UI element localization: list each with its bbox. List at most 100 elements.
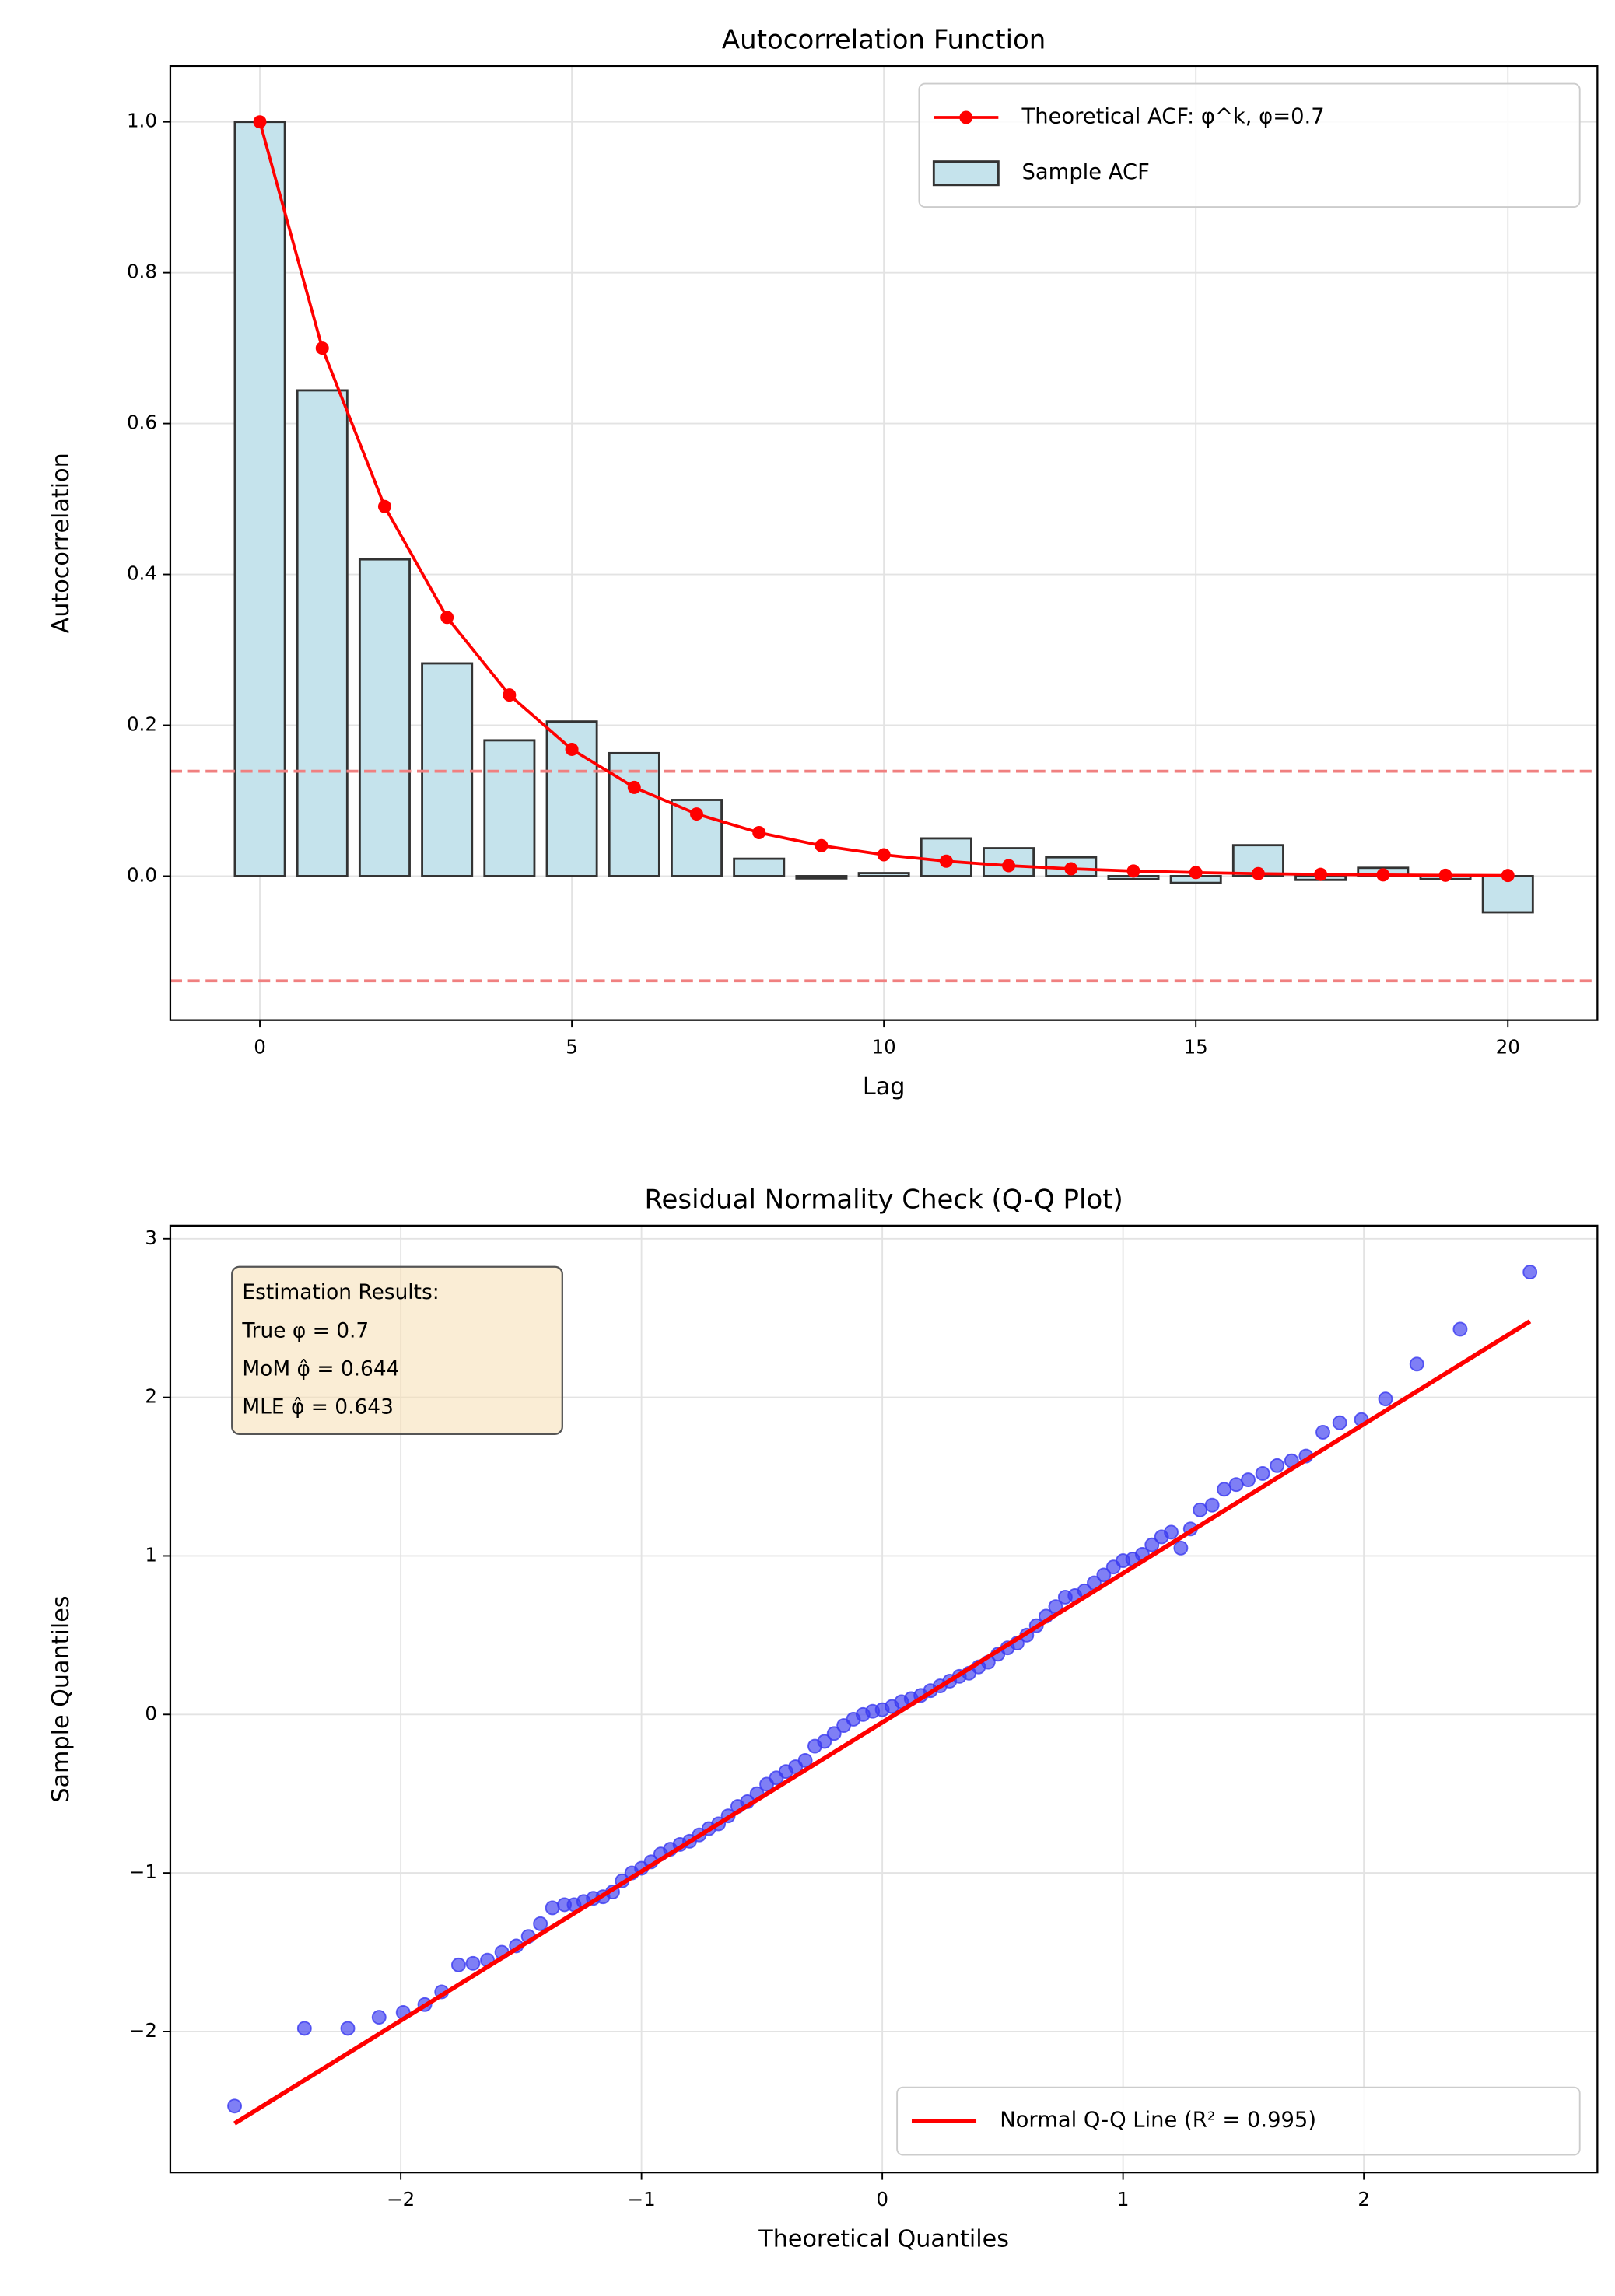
point [1255,1466,1270,1481]
line-marker [815,838,829,852]
bar [421,662,474,877]
line-marker [565,742,579,756]
line-marker [1064,862,1078,876]
bar [795,875,848,880]
line-marker [752,826,766,840]
chart-title: Residual Normality Check (Q-Q Plot) [644,1184,1123,1215]
line-marker [1314,867,1328,881]
annotation-text: Estimation Results: [242,1280,439,1304]
point [371,2010,387,2025]
y-axis-label: Autocorrelation [47,453,75,633]
legend-label: Theoretical ACF: φ^k, φ=0.7 [1021,104,1325,128]
y-tick-label: 0.8 [127,261,157,283]
point [797,1752,813,1768]
line-marker [1002,859,1016,873]
line-marker [315,341,329,355]
line-marker [1501,869,1515,883]
y-tick-label: 0 [145,1702,157,1724]
x-tick-label: 10 [872,1036,896,1059]
point [1173,1540,1189,1556]
line-marker [939,854,953,868]
line-marker [377,499,391,513]
plot-frame [169,1224,1599,2174]
x-tick-label: −2 [387,2188,415,2210]
line-marker [1189,866,1203,880]
point [340,2021,356,2036]
y-tick-label: 0.6 [127,411,157,434]
x-tick-label: 0 [254,1036,266,1059]
point [1241,1472,1256,1488]
line-marker [1438,868,1452,882]
point [1204,1497,1220,1513]
legend: Normal Q-Q Line (R² = 0.995) [896,2086,1581,2156]
line-marker [1126,864,1140,878]
y-tick-label: 0.4 [127,562,157,585]
line-marker [440,611,454,625]
legend-label: Normal Q-Q Line (R² = 0.995) [1000,2109,1316,2133]
point [296,2021,312,2036]
point [1522,1265,1538,1280]
annotation-text: MLE φ̂ = 0.643 [242,1395,394,1419]
x-tick-label: 15 [1184,1036,1208,1059]
point [1217,1482,1232,1497]
point [1228,1477,1244,1493]
x-axis-label: Theoretical Quantiles [758,2225,1009,2252]
y-tick-label: 1.0 [127,110,157,132]
point [1270,1458,1285,1473]
annotation-text: MoM φ̂ = 0.644 [242,1356,399,1381]
point [1164,1524,1179,1540]
point [227,2098,242,2114]
y-tick-label: 0.0 [127,863,157,886]
legend-frame [918,82,1581,208]
bar [1481,875,1534,914]
plot-frame [169,65,1599,1021]
x-tick-label: 20 [1496,1036,1520,1059]
annotation-box: Estimation Results: True φ = 0.7 MoM φ̂ = … [231,1265,563,1435]
bar [358,558,411,877]
point [1409,1356,1424,1372]
chart-title: Autocorrelation Function [722,24,1046,55]
legend-label: Sample ACF [1022,160,1150,184]
x-tick-label: −1 [628,2188,656,2210]
bar [233,121,286,877]
y-tick-label: 1 [145,1543,157,1566]
point [450,1957,466,1972]
point [1315,1425,1330,1440]
bar [483,739,536,877]
y-tick-label: 3 [145,1227,157,1249]
point [465,1955,481,1971]
bar [296,389,349,877]
y-tick-label: −2 [129,2019,157,2042]
point [1144,1537,1160,1552]
legend-frame [896,2086,1581,2156]
x-tick-label: 0 [876,2188,888,2210]
line-marker [690,807,703,821]
legend-swatch [932,160,1000,187]
y-axis-label: Sample Quantiles [47,1595,75,1802]
point [1096,1567,1112,1583]
bar [857,872,910,877]
legend-marker [959,110,973,124]
point [1378,1391,1393,1407]
x-tick-label: 1 [1117,2188,1130,2210]
point [1193,1502,1208,1517]
bar [608,751,660,877]
point [533,1916,548,1931]
point [817,1734,832,1749]
annotation-text: True φ = 0.7 [241,1318,369,1342]
point [1332,1415,1347,1430]
point [545,1900,560,1916]
line-marker [503,688,517,702]
fit-line [233,1319,1532,2126]
x-tick-label: 2 [1358,2188,1370,2210]
point [826,1726,842,1741]
line-marker [877,848,891,862]
annotation-frame [231,1265,563,1435]
bar [733,857,786,877]
x-axis-label: Lag [863,1073,905,1101]
point [1452,1321,1468,1337]
line-marker [253,115,267,129]
line-marker [1376,868,1390,882]
x-tick-label: 5 [566,1036,578,1059]
